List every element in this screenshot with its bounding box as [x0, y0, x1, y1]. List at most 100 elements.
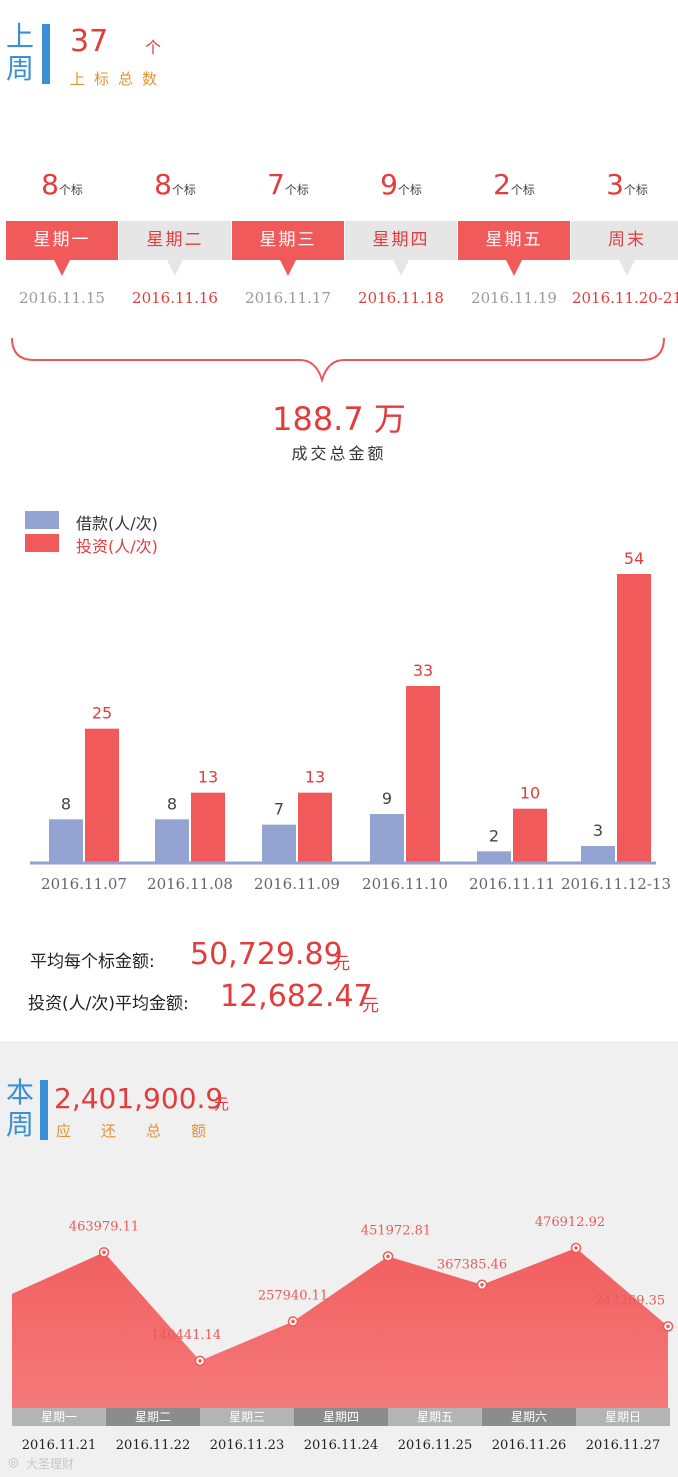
area-point-dot: [291, 1319, 295, 1324]
bar-invest-value: 54: [624, 550, 644, 568]
bar-borrow: [49, 819, 83, 862]
weekday-label: 星期三: [200, 1408, 294, 1426]
weibo-icon: ◎: [8, 1455, 19, 1469]
watermark-text: 大圣理财: [26, 1457, 75, 1471]
weekday-date: 2016.11.22: [115, 1438, 191, 1453]
day-date: 2016.11.15: [19, 289, 105, 307]
day-count-number: 3: [606, 168, 624, 201]
last-week-label-top: 上: [6, 20, 35, 53]
bar-borrow-value: 8: [61, 794, 71, 813]
area-point-dot: [198, 1359, 202, 1363]
bar-borrow-value: 9: [382, 789, 392, 808]
bar-invest: [191, 792, 225, 862]
day-listing-count: 3个标: [571, 168, 678, 201]
bar-invest-value: 13: [305, 768, 325, 787]
avg-invest-unit: 元: [362, 996, 379, 1016]
day-pointer: [280, 260, 296, 276]
legend-label-invest: 投资(人/次): [76, 537, 158, 556]
weekday-date: 2016.11.26: [491, 1438, 567, 1453]
last-week-accent-bar: [42, 24, 50, 84]
avg-invest-label: 投资(人/次)平均金额:: [28, 994, 189, 1014]
area-point-dot: [666, 1324, 670, 1329]
area-chart: 463979.11 140441.14 257940.11 451972.81 3673…: [12, 1215, 674, 1408]
day-count-unit: 个标: [623, 183, 648, 197]
day-listing-count: 7个标: [232, 168, 344, 201]
bar-invest: [85, 728, 119, 862]
bar-category-label: 2016.11.08: [147, 875, 233, 893]
bar-borrow-value: 3: [593, 821, 603, 840]
day-box: 星期一: [6, 221, 118, 260]
listing-count-label: 上标总数: [70, 70, 167, 88]
this-week-label-top: 本: [6, 1076, 35, 1109]
bar-invest-value: 13: [198, 768, 218, 787]
day-box: 星期五: [458, 221, 570, 260]
day-listing-count: 8个标: [119, 168, 231, 201]
last-week-label-bottom: 周: [6, 52, 35, 85]
this-week-accent-bar: [40, 1080, 48, 1140]
day-pointer: [54, 260, 70, 276]
repayment-amount: 2,401,900.9: [54, 1082, 224, 1115]
day-pointer: [619, 260, 635, 276]
day-pointer: [167, 260, 183, 276]
day-count-number: 9: [380, 168, 398, 201]
weekday-label: 星期日: [576, 1408, 670, 1426]
legend-swatch-invest: [25, 534, 59, 552]
area-value-label: 140441.14: [151, 1328, 221, 1343]
day-box: 星期四: [345, 221, 457, 260]
day-count-number: 7: [267, 168, 285, 201]
day-count-number: 2: [493, 168, 511, 201]
legend-swatch-borrow: [25, 511, 59, 529]
day-pointer: [393, 260, 409, 276]
weekday-label: 星期一: [12, 1408, 106, 1426]
weekday-label: 星期四: [294, 1408, 388, 1426]
day-listing-count: 2个标: [458, 168, 570, 201]
bar-category-label: 2016.11.10: [362, 875, 448, 893]
weekday-date: 2016.11.21: [21, 1438, 97, 1453]
bar-borrow-value: 2: [489, 826, 499, 845]
day-date: 2016.11.20-21: [571, 289, 678, 307]
day-date: 2016.11.18: [358, 289, 444, 307]
weekday-date: 2016.11.27: [585, 1438, 661, 1453]
bar-invest: [617, 574, 651, 862]
summary-brace: [11, 337, 665, 384]
bar-category-label: 2016.11.11: [469, 875, 555, 893]
area-value-label: 243269.35: [595, 1293, 665, 1308]
day-count-unit: 个标: [58, 183, 83, 197]
bar-category-label: 2016.11.09: [254, 875, 340, 893]
last-week-header: 上 周 37 个 上标总数: [0, 0, 678, 100]
listing-count: 37: [70, 24, 109, 59]
bar-invest: [406, 686, 440, 862]
day-box: 星期二: [119, 221, 231, 260]
weekday-label: 星期六: [482, 1408, 576, 1426]
bar-chart: 8 25 2016.11.07 8 13 2016.11.08 7 13 2016.11.09 9…: [30, 550, 671, 893]
area-fill: [12, 1248, 668, 1408]
weekday-date: 2016.11.25: [397, 1438, 473, 1453]
day-count-unit: 个标: [510, 183, 535, 197]
bar-invest: [298, 792, 332, 862]
weekday-date: 2016.11.23: [209, 1438, 285, 1453]
area-point-dot: [480, 1282, 484, 1287]
repayment-amount-label: 应还总额: [56, 1122, 237, 1140]
weekday-date: 2016.11.24: [303, 1438, 379, 1453]
avg-per-listing-value: 50,729.89: [190, 937, 343, 972]
bar-invest: [513, 808, 547, 862]
day-date: 2016.11.19: [471, 289, 557, 307]
repayment-amount-unit: 元: [214, 1095, 230, 1113]
day-date: 2016.11.17: [245, 289, 331, 307]
bar-invest-value: 25: [92, 704, 112, 723]
this-week-label-bottom: 周: [6, 1108, 35, 1141]
day-pointer: [506, 260, 522, 276]
listing-count-unit: 个: [145, 38, 162, 57]
bar-category-label: 2016.11.12-13: [561, 875, 671, 893]
area-value-label: 257940.11: [258, 1288, 328, 1303]
avg-per-listing-unit: 元: [333, 954, 350, 974]
area-value-label: 451972.81: [361, 1223, 431, 1238]
day-count-number: 8: [41, 168, 59, 201]
total-volume-value: 188.7 万: [272, 400, 406, 438]
bar-borrow: [477, 851, 511, 862]
bar-borrow-value: 7: [274, 800, 284, 819]
legend-label-borrow: 借款(人/次): [76, 514, 158, 533]
day-date: 2016.11.16: [132, 289, 218, 307]
day-count-unit: 个标: [284, 183, 309, 197]
avg-per-listing-label: 平均每个标金额:: [30, 952, 155, 972]
